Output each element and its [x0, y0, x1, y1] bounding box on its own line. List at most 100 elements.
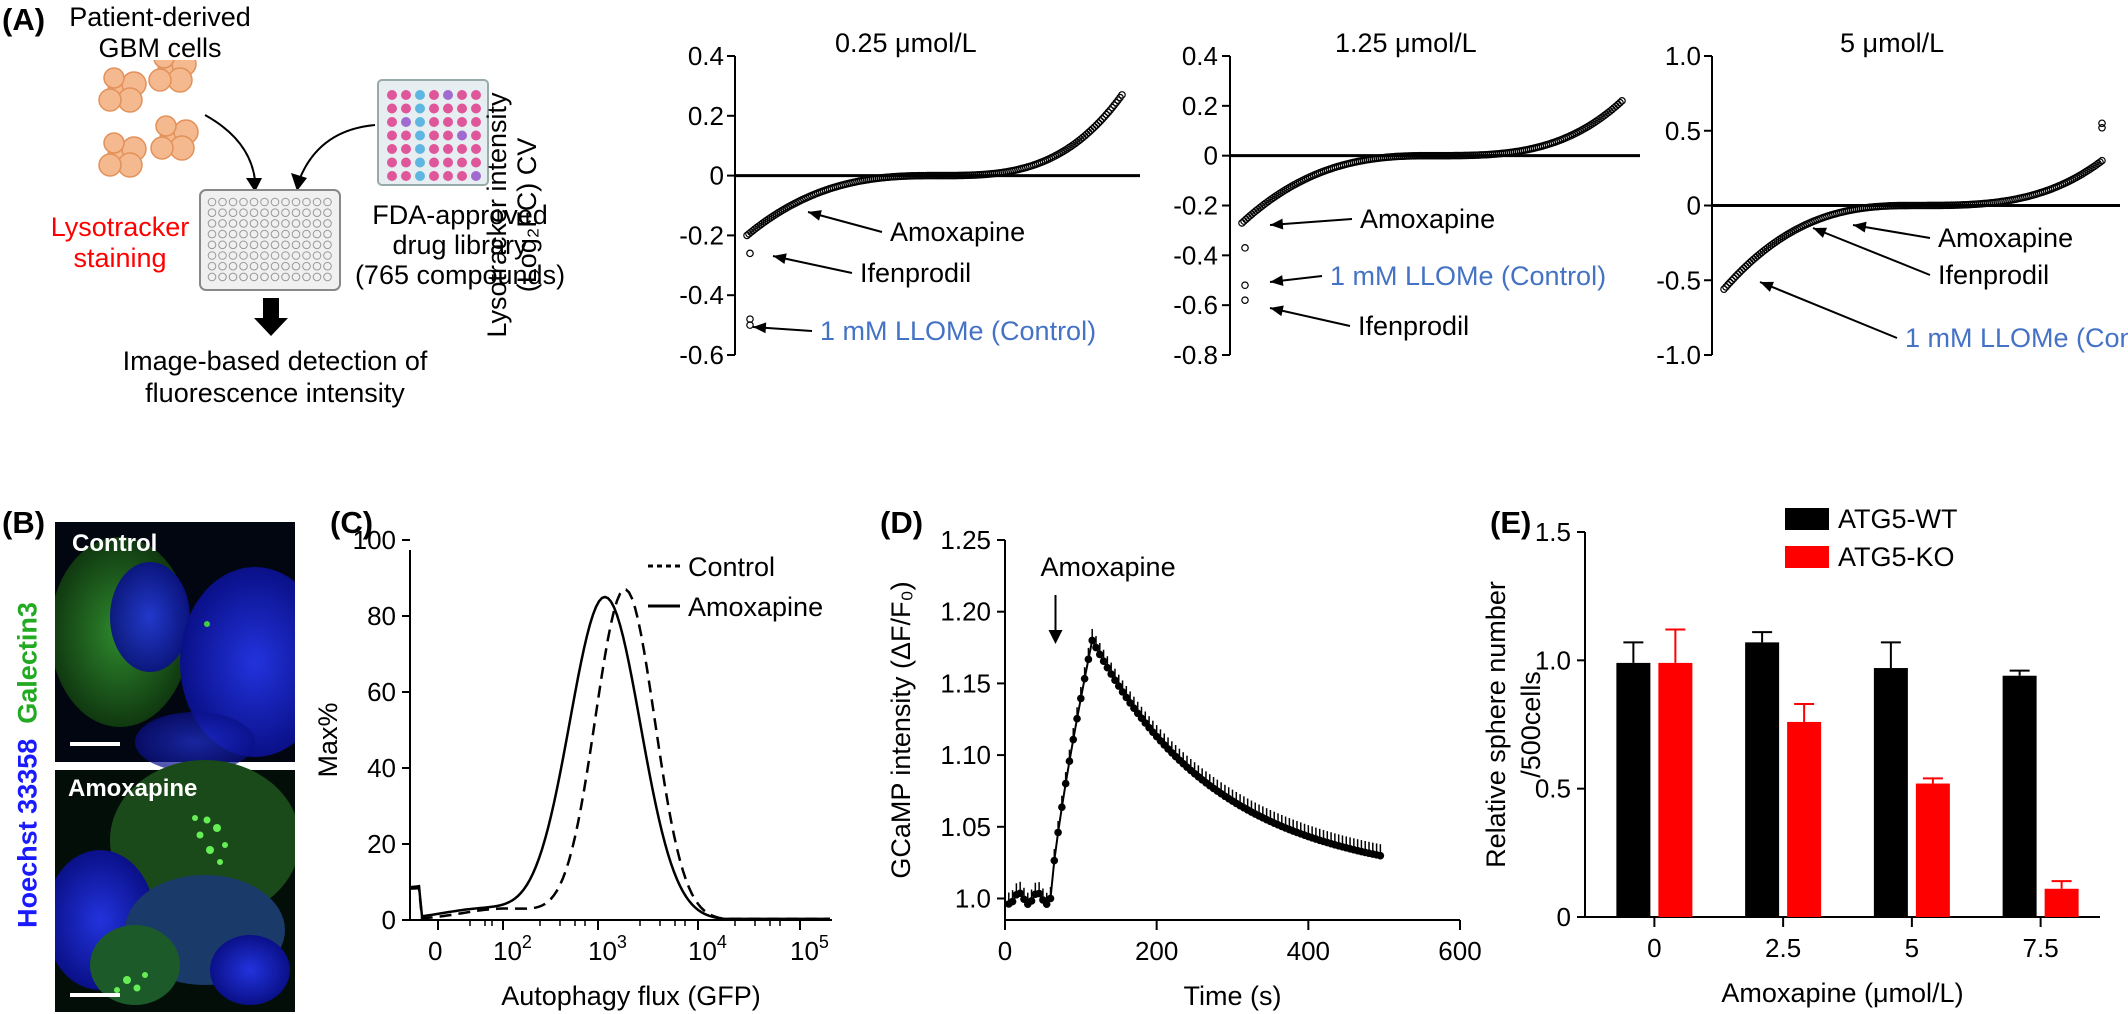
library-well — [401, 171, 411, 181]
plate-well — [270, 240, 280, 250]
plate-well — [207, 197, 217, 207]
plate-well — [312, 208, 322, 217]
y-tick-label: 1.25 — [940, 525, 991, 555]
y-tick-label: 0 — [382, 905, 396, 935]
bar-wt — [2002, 675, 2037, 917]
plate-well — [302, 219, 311, 228]
plate-well — [239, 208, 248, 217]
library-well — [471, 103, 481, 114]
plate-well — [302, 208, 311, 217]
plate-well — [281, 229, 290, 239]
library-well — [415, 144, 425, 154]
legend-swatch — [1785, 508, 1829, 530]
x-axis-label: Amoxapine (μmol/L) — [1721, 978, 1963, 1008]
library-well — [387, 117, 397, 127]
library-well — [443, 117, 453, 127]
library-well — [429, 171, 439, 181]
library-well — [429, 157, 439, 168]
plate-well — [302, 229, 311, 239]
library-well — [443, 157, 453, 168]
library-well — [457, 117, 467, 127]
y-tick-label: 0.4 — [1182, 41, 1218, 71]
bar-wt — [1616, 662, 1651, 917]
library-well — [387, 90, 397, 100]
y-tick-label: -0.6 — [679, 340, 724, 370]
plate-well — [218, 208, 227, 217]
library-label: FDA-approved drug library (765 compounds… — [354, 200, 566, 290]
data-point — [1732, 272, 1740, 281]
plate-well — [312, 261, 322, 271]
y-tick-label: 40 — [367, 753, 396, 783]
plate-well — [239, 240, 248, 250]
legend-label-amoxapine: Amoxapine — [688, 592, 823, 622]
series-control-line — [409, 588, 830, 921]
library-well — [387, 103, 397, 114]
x-tick-label: 0 — [998, 936, 1012, 966]
library-well — [471, 144, 481, 154]
y-tick-label: -1.0 — [1656, 340, 1701, 370]
data-point — [1104, 108, 1113, 117]
plate-well — [291, 229, 301, 239]
library-well — [401, 103, 411, 114]
y-axis-label: Max% — [313, 702, 343, 777]
y-tick-label: -0.4 — [679, 280, 724, 310]
y-tick-label: 80 — [367, 601, 396, 631]
y-axis-label-2: /500cells — [1516, 671, 1546, 778]
library-well — [457, 103, 467, 114]
data-point — [1094, 119, 1103, 127]
legend-label: ATG5-WT — [1838, 504, 1957, 534]
library-well — [429, 130, 439, 141]
plate-well — [207, 240, 217, 250]
plate-well — [312, 229, 322, 239]
plate-well — [312, 219, 322, 228]
data-point — [1734, 270, 1742, 278]
data-point — [1096, 117, 1105, 125]
plate-well — [228, 219, 238, 228]
annotation-label: Amoxapine — [1360, 204, 1495, 234]
annotation-arrowhead — [808, 210, 822, 221]
library-well — [443, 90, 453, 100]
library-well — [401, 144, 411, 154]
detection-label: Image-based detection of fluorescence in… — [122, 346, 428, 408]
data-point — [2096, 158, 2104, 166]
library-well — [387, 144, 397, 154]
panel-a-charts: 0.25 μmol/L-0.6-0.4-0.200.20.4AmoxapineI… — [679, 28, 2128, 370]
plate-well — [218, 261, 227, 271]
data-point — [1090, 123, 1099, 131]
panel-letter-a: (A) — [2, 2, 46, 37]
library-well — [443, 103, 453, 114]
y-tick-label: 0.5 — [1535, 774, 1571, 804]
plate-well — [218, 240, 227, 250]
plate-well — [207, 208, 217, 217]
plate-well — [323, 197, 332, 207]
data-points — [1238, 97, 1626, 304]
line-chart-D: 1.0 1.05 1.10 1.15 1.20 1.25 0 200 400 600 Time (s… — [886, 525, 1482, 1011]
plate-well — [249, 261, 259, 271]
library-well — [415, 130, 425, 141]
plate-well — [260, 219, 269, 228]
legend-label-control: Control — [688, 552, 775, 582]
annotation-arrow — [1759, 281, 1898, 339]
plate-well — [239, 261, 248, 271]
plate-well — [291, 240, 301, 250]
library-well — [415, 103, 425, 114]
annotation-label: Amoxapine — [1041, 552, 1176, 582]
annotation-arrowhead — [1270, 275, 1284, 286]
y-tick-label: -0.2 — [679, 220, 724, 250]
data-points — [743, 91, 1126, 329]
chart-title: 1.25 μmol/L — [1335, 28, 1477, 58]
data-point — [1720, 285, 1728, 294]
data-point — [1736, 268, 1744, 276]
y-tick-label: -0.4 — [1173, 240, 1218, 270]
plate-well — [260, 197, 269, 207]
bar-ko — [1787, 721, 1822, 917]
library-well — [471, 130, 481, 141]
plate-well — [249, 251, 259, 260]
plate-well — [260, 261, 269, 271]
annotation-label: Ifenprodil — [860, 258, 971, 288]
plate-well — [260, 272, 269, 282]
y-tick-label: 0.2 — [1182, 91, 1218, 121]
plate-well — [323, 229, 332, 239]
library-well — [443, 144, 453, 154]
data-point — [1098, 115, 1107, 123]
